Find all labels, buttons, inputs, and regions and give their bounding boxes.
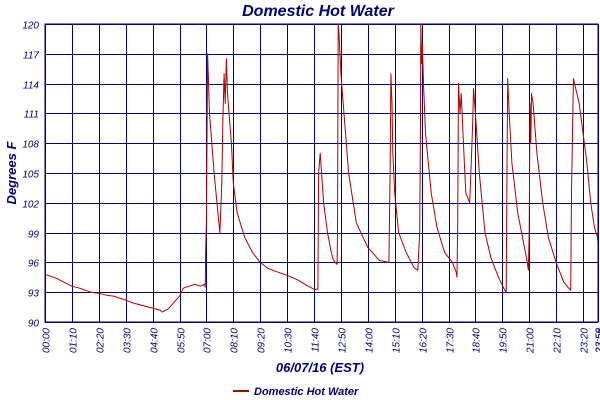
x-tick-label: 21:00	[526, 328, 537, 354]
x-tick-label: 19:50	[499, 328, 510, 353]
y-tick-label: 96	[28, 259, 40, 270]
x-tick-label: 16:20	[419, 328, 430, 353]
series-line-0	[44, 23, 599, 313]
y-tick-label: 93	[28, 289, 40, 300]
x-axis-title: 06/07/16 (EST)	[276, 360, 364, 375]
x-tick-label: 23:58	[595, 328, 600, 354]
y-tick-label: 102	[22, 200, 39, 211]
x-tick-label: 10:30	[284, 328, 295, 353]
x-tick-label: 17:30	[446, 328, 457, 353]
y-tick-label: 105	[22, 170, 39, 181]
x-tick-label: 01:10	[69, 328, 80, 353]
x-tick-label: 05:50	[177, 328, 188, 353]
x-axis-ticks: 00:00 01:10 02:20 03:30 04:40 05:50 07:00 08:10…	[42, 328, 600, 354]
x-tick-label: 11:40	[311, 328, 322, 353]
y-tick-label: 117	[23, 51, 39, 62]
y-axis-title: Degrees F	[4, 141, 19, 205]
x-tick-label: 09:20	[257, 328, 268, 353]
plot-area-frame	[44, 23, 599, 323]
x-tick-label: 18:40	[472, 328, 483, 353]
x-tick-label: 07:00	[203, 328, 214, 353]
x-tick-label: 23:59	[595, 328, 600, 354]
series-layer	[44, 23, 599, 313]
x-tick-label: 14:00	[365, 328, 376, 353]
y-tick-label: 108	[22, 140, 39, 151]
legend: Domestic Hot Water	[233, 386, 359, 398]
x-tick-label: 04:40	[150, 328, 161, 353]
y-tick-label: 114	[23, 81, 39, 92]
y-tick-label: 90	[28, 319, 40, 330]
legend-label: Domestic Hot Water	[254, 386, 359, 398]
x-tick-label: 15:10	[392, 328, 403, 353]
y-axis-ticks: 90 93 96 99 102 105 108 111 114 117 120	[22, 21, 39, 330]
y-tick-label: 111	[24, 110, 39, 121]
x-tick-label: 22:10	[553, 328, 564, 354]
y-tick-label: 99	[28, 230, 40, 241]
y-tick-label: 120	[22, 21, 39, 32]
x-tick-label: 03:30	[123, 328, 134, 353]
x-tick-label: 23:20	[580, 328, 591, 354]
chart-title: Domestic Hot Water	[242, 3, 395, 20]
x-tick-label: 00:00	[42, 328, 53, 353]
x-tick-label: 12:50	[338, 328, 349, 353]
x-tick-label: 02:20	[96, 328, 107, 353]
x-tick-label: 08:10	[230, 328, 241, 353]
